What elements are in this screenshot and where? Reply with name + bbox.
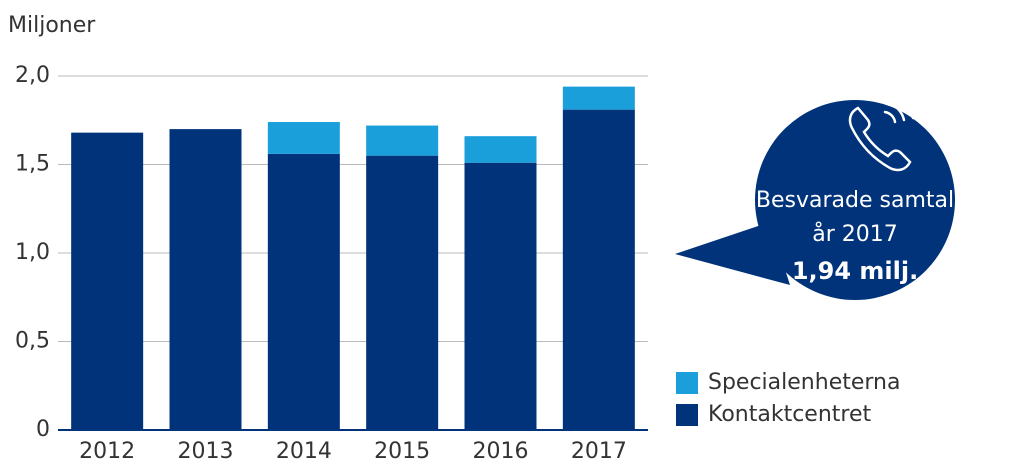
legend-label: Kontaktcentret — [708, 402, 872, 427]
bar-segment — [169, 129, 242, 430]
legend-label: Specialenheterna — [708, 370, 900, 395]
callout-tail — [675, 222, 790, 285]
x-tick-label: 2014 — [276, 439, 332, 464]
y-tick-label: 2,0 — [15, 63, 50, 88]
bar-segment — [464, 136, 537, 163]
legend-swatch — [676, 372, 698, 394]
legend-swatch — [676, 404, 698, 426]
y-tick-label: 0 — [36, 417, 50, 442]
y-tick-label: 1,0 — [15, 240, 50, 265]
y-tick-label: 1,5 — [15, 152, 50, 177]
y-tick-label: 0,5 — [15, 329, 50, 354]
bar-segment — [267, 122, 340, 154]
callout-text: Besvarade samtal — [756, 188, 954, 213]
phone-icon — [848, 92, 915, 172]
bar-segment — [562, 109, 635, 430]
callout: Besvarade samtal år 2017 1,94 milj. — [675, 92, 955, 300]
callout-highlight: 1,94 milj. — [792, 257, 918, 285]
callout-bubble — [755, 100, 955, 300]
bar-segment — [267, 153, 340, 430]
x-tick-label: 2017 — [571, 439, 627, 464]
bar-segment — [366, 155, 439, 430]
bar-segment — [562, 86, 635, 110]
x-tick-label: 2012 — [79, 439, 135, 464]
x-tick-label: 2015 — [374, 439, 430, 464]
bar-segment — [366, 125, 439, 156]
x-tick-label: 2013 — [178, 439, 234, 464]
x-tick-label: 2016 — [473, 439, 529, 464]
bar-segment — [71, 132, 144, 430]
callout-text: år 2017 — [812, 221, 898, 247]
y-axis-label: Miljoner — [8, 13, 96, 38]
bar-segment — [464, 162, 537, 431]
